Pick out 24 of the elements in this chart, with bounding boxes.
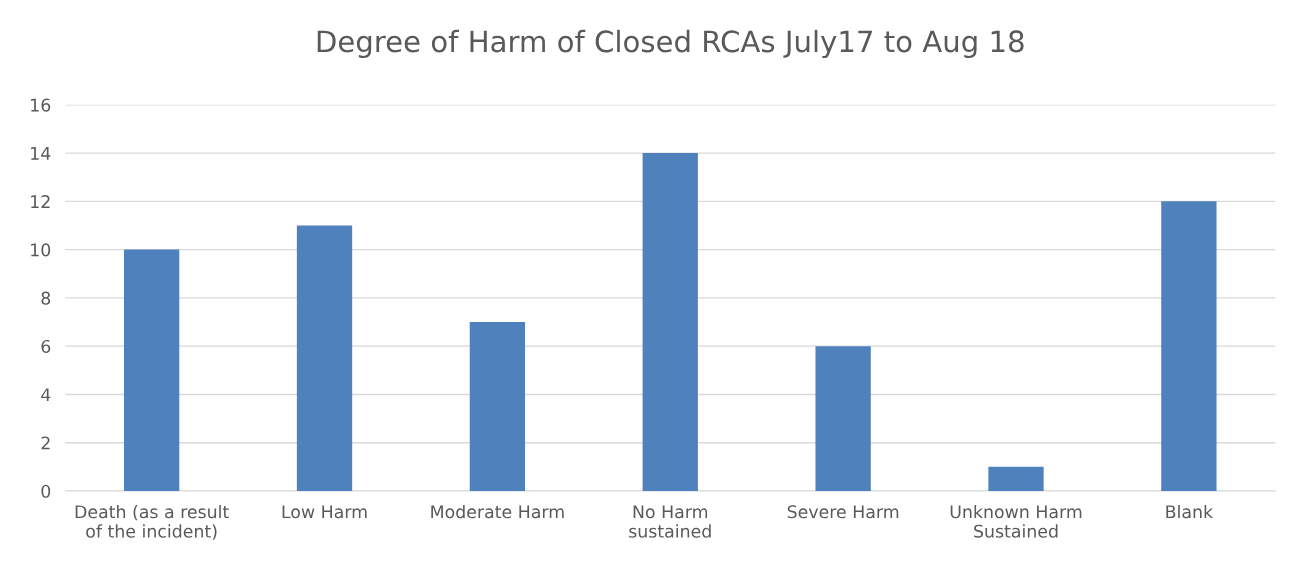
y-tick-label: 4 [41, 388, 51, 402]
bar [469, 322, 526, 491]
bar [988, 466, 1044, 491]
x-tick-label: Blank [1166, 504, 1214, 519]
y-tick-label: 16 [31, 98, 51, 112]
y-tick-label: 0 [41, 484, 51, 498]
x-tick-label: Unknown Harm Sustained [950, 504, 1082, 538]
y-tick-label: 8 [41, 291, 51, 305]
x-tick-label: Death (as a result of the incident) [75, 504, 229, 540]
x-tick-label: Moderate Harm [431, 504, 564, 519]
chart-title: Degree of Harm of Closed RCAs July17 to Aug 18 [317, 29, 1024, 59]
y-tick-label: 12 [31, 195, 50, 208]
y-tick-label: 2 [41, 436, 50, 450]
y-tick-label: 10 [31, 243, 51, 257]
y-tick-label: 6 [41, 339, 51, 354]
bar [815, 346, 871, 491]
y-tick-label: 14 [31, 147, 51, 160]
x-tick-label: Low Harm [282, 505, 367, 519]
bar [123, 249, 180, 491]
x-tick-label: Severe Harm [787, 505, 899, 519]
x-tick-label: No Harm sustained [629, 505, 711, 538]
bar [642, 153, 698, 491]
bar [1161, 201, 1217, 491]
bar [296, 225, 353, 491]
